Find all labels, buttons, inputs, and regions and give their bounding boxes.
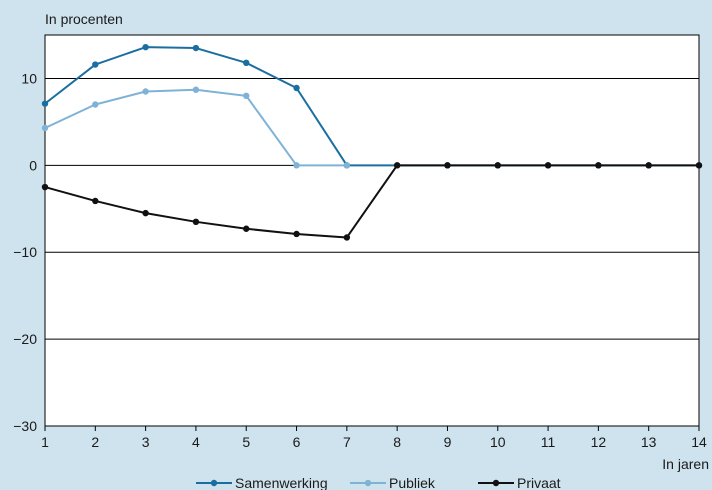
data-point [192,218,200,226]
data-point [41,183,49,191]
x-tick-label: 5 [242,434,250,450]
legend-item: Privaat [478,475,561,490]
data-point [243,59,250,67]
data-point [645,162,652,169]
data-point [142,209,149,217]
series-line [44,164,699,239]
data-point [595,162,602,169]
x-tick-label: 12 [591,434,607,450]
data-point [695,162,703,169]
x-axis-title: In jaren [662,456,709,472]
legend-item: Samenwerking [196,475,328,490]
legend-item: Publiek [350,475,436,490]
legend: Samenwerking Publiek Privaat [196,475,561,490]
x-tick-label: 4 [192,434,200,450]
data-point [41,100,49,107]
data-point [444,162,451,169]
data-point [293,162,300,169]
legend-swatch-marker [364,479,372,487]
legend-swatch-marker [210,479,218,487]
data-point [41,124,49,132]
x-tick-label: 6 [293,434,301,450]
x-tick-label: 11 [541,434,556,450]
x-tick-label: 9 [444,434,452,450]
legend-swatch-marker [492,479,500,487]
data-point [92,197,99,205]
x-tick-label: 2 [91,434,99,450]
plot-area [44,34,700,427]
data-point [192,44,200,52]
data-point [142,43,149,51]
x-axis-ticks: 1 2 3 4 5 6 7 8 9 10 11 12 13 14 [41,426,707,450]
data-point [293,230,300,238]
series-privaat [41,162,703,241]
x-tick-label: 14 [691,434,707,450]
legend-label: Privaat [517,475,561,490]
data-point [544,162,552,169]
legend-label: Publiek [389,475,436,490]
data-point [343,162,351,169]
x-tick-label: 3 [142,434,150,450]
x-tick-label: 7 [343,434,351,450]
legend-label: Samenwerking [235,475,328,490]
data-point [92,61,99,68]
x-tick-label: 1 [41,434,49,450]
data-point [494,162,501,169]
x-tick-label: 8 [393,434,401,450]
data-point [92,101,99,108]
data-point [243,92,250,100]
data-point [393,162,401,169]
x-tick-label: 13 [641,434,657,450]
y-tick-label: −20 [13,331,37,347]
y-tick-label: −10 [13,244,37,260]
data-point [192,86,200,93]
data-point [243,225,250,232]
y-tick-label: 0 [29,157,37,173]
y-axis-title: In procenten [45,11,123,27]
y-tick-label: −30 [13,418,37,434]
series-lines [41,43,703,241]
x-tick-label: 10 [490,434,506,450]
y-axis-ticks: 10 0 −10 −20 −30 [13,70,37,434]
data-point [142,88,149,95]
data-point [343,234,351,241]
series-publiek [41,86,351,169]
y-tick-label: 10 [21,70,37,86]
data-point [293,84,300,92]
